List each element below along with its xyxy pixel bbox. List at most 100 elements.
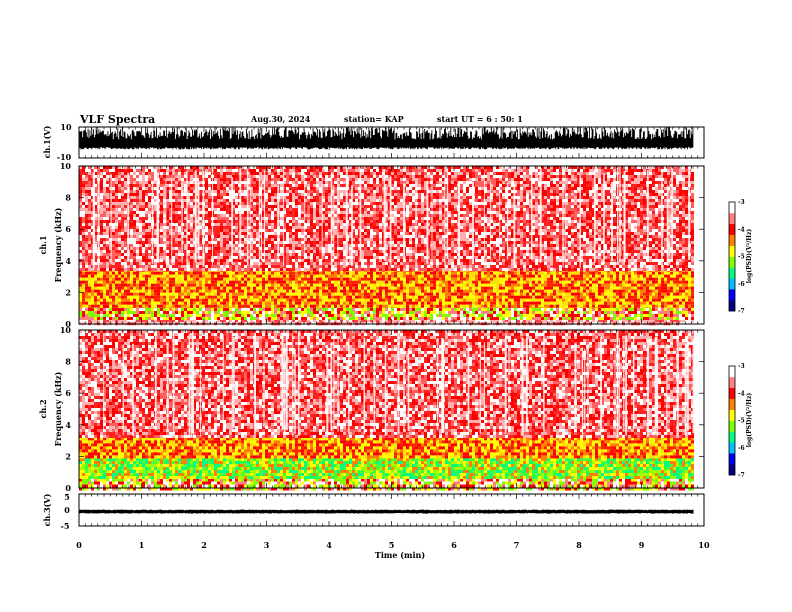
spectrogram-cell <box>106 295 109 299</box>
spectrogram-cell <box>385 289 388 293</box>
spectrogram-cell <box>409 311 412 314</box>
spectrogram-cell <box>331 280 334 284</box>
spectrogram-cell <box>649 271 652 275</box>
spectrogram-cell <box>613 308 616 311</box>
spectrogram-cell <box>520 271 523 275</box>
spectrogram-cell <box>214 286 217 290</box>
spectrogram-cell <box>388 311 391 314</box>
spectrogram-cell <box>103 178 106 181</box>
spectrogram-cell <box>427 298 430 302</box>
spectrogram-cell <box>337 283 340 287</box>
spectrogram-cell <box>100 283 103 287</box>
spectrogram-cell <box>634 280 637 284</box>
spectrogram-cell <box>133 280 136 284</box>
spectrogram-cell <box>361 298 364 302</box>
spectrogram-cell <box>649 314 652 317</box>
spectrogram-cell <box>205 289 208 293</box>
spectrogram-cell <box>550 308 553 311</box>
spectrogram-cell <box>658 304 661 308</box>
spectrogram-cell <box>577 308 580 311</box>
spectrogram-cell <box>451 280 454 284</box>
spectrogram-cell <box>160 289 163 293</box>
spectrogram-cell <box>433 274 436 278</box>
spectrogram-cell <box>448 292 451 296</box>
spectrogram-cell <box>136 196 139 199</box>
spectrogram-cell <box>682 319 685 323</box>
spectrogram-cell <box>124 268 127 271</box>
spectrogram-cell <box>622 304 625 308</box>
spectrogram-cell <box>100 199 103 202</box>
spectrogram-cell <box>643 317 646 320</box>
spectrogram-cell <box>526 280 529 284</box>
spectrogram-cell <box>328 301 331 305</box>
spectrogram-cell <box>298 304 301 308</box>
spectrogram-cell <box>289 314 292 317</box>
spectrogram-cell <box>94 265 97 268</box>
spectrogram-cell <box>100 253 103 256</box>
spectrogram-cell <box>85 187 88 190</box>
spectrogram-cell <box>142 280 145 284</box>
spectrogram-cell <box>85 211 88 214</box>
spectrogram-cell <box>445 283 448 287</box>
spectrogram-cell <box>124 214 127 217</box>
spectrogram-cell <box>115 169 118 172</box>
spectrogram-cell <box>625 283 628 287</box>
spectrogram-cell <box>493 319 496 323</box>
spectrogram-cell <box>193 311 196 314</box>
spectrogram-cell <box>121 217 124 220</box>
spectrogram-cell <box>229 274 232 278</box>
spectrogram-cell <box>679 271 682 275</box>
spectrogram-cell <box>376 280 379 284</box>
spectrogram-cell <box>418 319 421 323</box>
spectrogram-cell <box>568 304 571 308</box>
spectrogram-cell <box>325 317 328 320</box>
spectrogram-cell <box>337 308 340 311</box>
spectrogram-cell <box>439 289 442 293</box>
spectrogram-cell <box>673 295 676 299</box>
spectrogram-cell <box>373 286 376 290</box>
spectrogram-cell <box>442 304 445 308</box>
spectrogram-cell <box>106 319 109 323</box>
spectrogram-cell <box>106 238 109 241</box>
spectrogram-cell <box>193 314 196 317</box>
spectrogram-cell <box>88 211 91 214</box>
spectrogram-cell <box>343 301 346 305</box>
spectrogram-cell <box>100 265 103 268</box>
spectrogram-cell <box>154 277 157 281</box>
spectrogram-cell <box>514 317 517 320</box>
spectrogram-cell <box>469 274 472 278</box>
spectrogram-cell <box>346 280 349 284</box>
spectrogram-cell <box>310 274 313 278</box>
spectrogram-cell <box>691 277 694 281</box>
spectrogram-cell <box>133 319 136 323</box>
spectrogram-cell <box>424 286 427 290</box>
spectrogram-cell <box>496 286 499 290</box>
spectrogram-cell <box>310 304 313 308</box>
spectrogram-cell <box>88 208 91 211</box>
spectrogram-cell <box>358 304 361 308</box>
spectrogram-cell <box>490 271 493 275</box>
spectrogram-cell <box>355 317 358 320</box>
spectrogram-cell <box>631 277 634 281</box>
spectrogram-cell <box>541 289 544 293</box>
spectrogram-cell <box>145 319 148 323</box>
spectrogram-cell <box>535 289 538 293</box>
spectrogram-cell <box>139 292 142 296</box>
spectrogram-cell <box>478 280 481 284</box>
ch1-ticks <box>78 127 705 158</box>
spectrogram-cell <box>358 308 361 311</box>
spectrogram-cell <box>220 274 223 278</box>
spectrogram-cell <box>535 319 538 323</box>
spectrogram-cell <box>679 311 682 314</box>
spectrogram-cell <box>601 292 604 296</box>
spectrogram-cell <box>91 280 94 284</box>
spectrogram-cell <box>583 283 586 287</box>
spectrogram-cell <box>259 292 262 296</box>
spectrogram-cell <box>79 223 82 226</box>
spectrogram-cell <box>175 295 178 299</box>
spectrogram-cell <box>205 292 208 296</box>
spectrogram-cell <box>214 274 217 278</box>
spectrogram-cell <box>610 277 613 281</box>
spectrogram-cell <box>256 289 259 293</box>
spectrogram-cell <box>487 277 490 281</box>
